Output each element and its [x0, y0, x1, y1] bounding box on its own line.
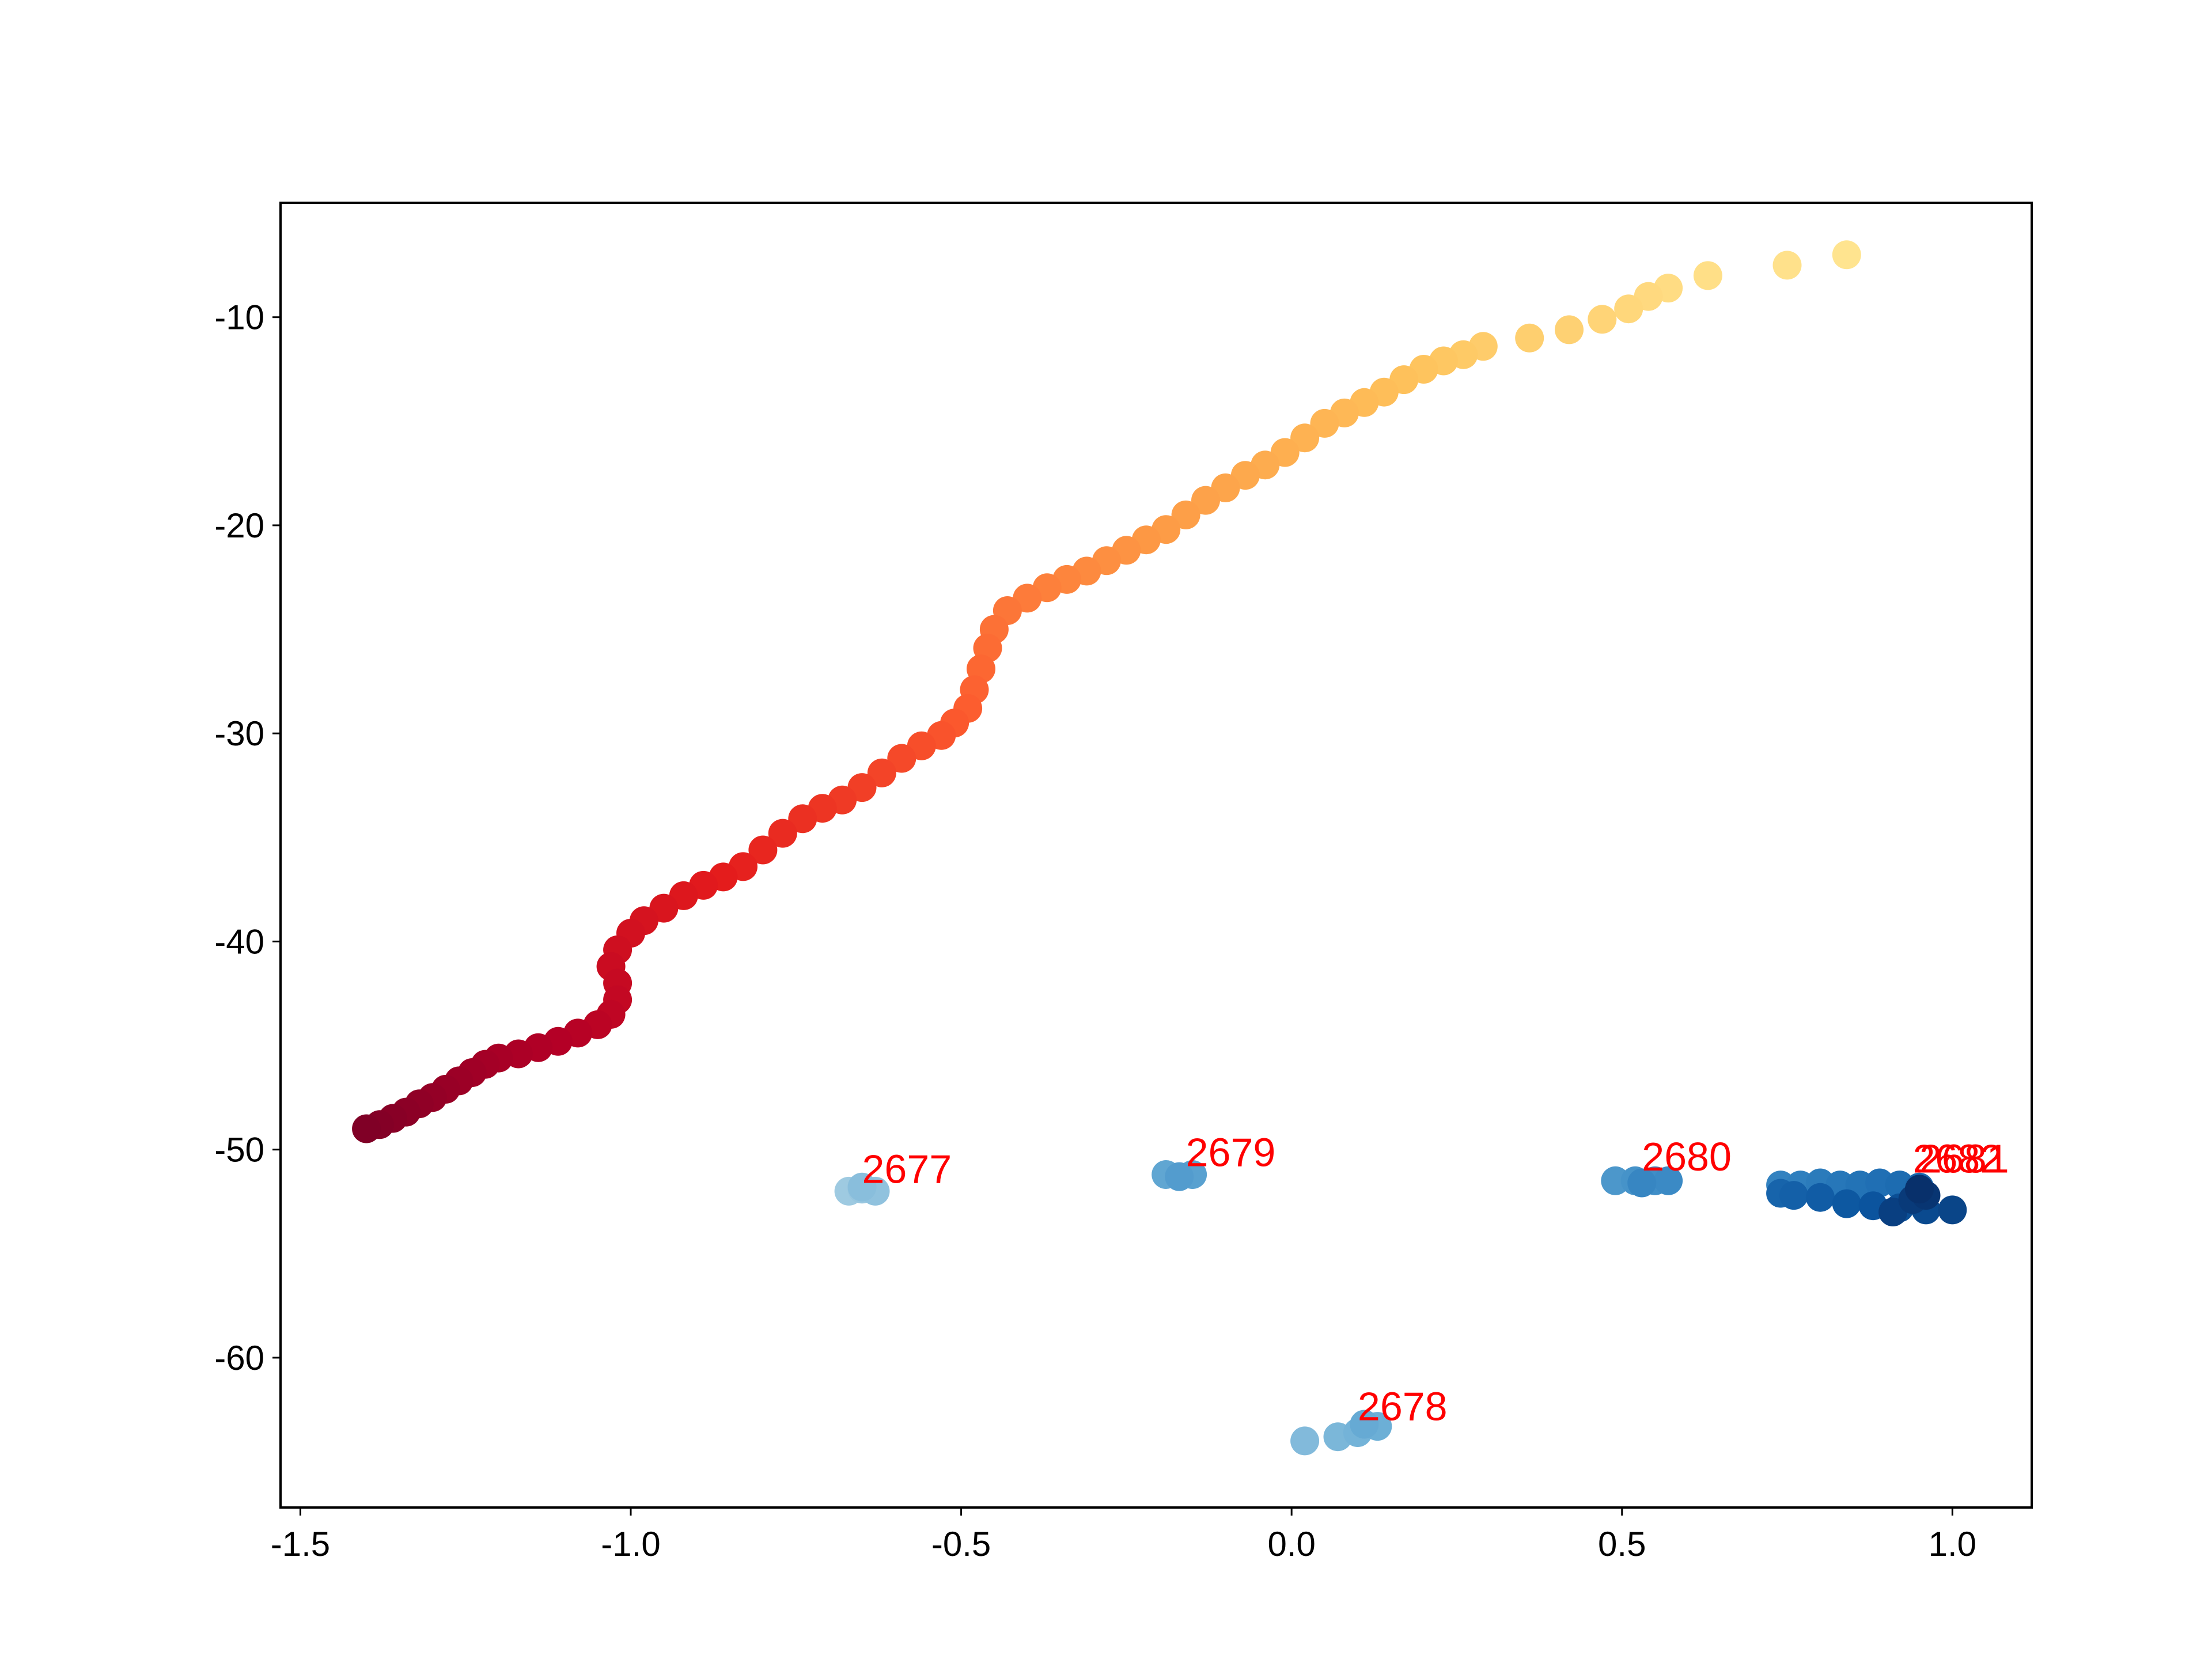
scatter-point [847, 1172, 877, 1202]
scatter-point [1832, 240, 1861, 270]
x-tick-label: 0.5 [1598, 1525, 1646, 1563]
scatter-point [1772, 251, 1802, 280]
scatter-point [1779, 1181, 1808, 1210]
x-tick-label: -1.0 [601, 1525, 660, 1563]
annotation-label: 2678 [1358, 1384, 1448, 1429]
scatter-point [1627, 1168, 1657, 1198]
y-axis: -60 -50 -40 -30 -20 -10 [214, 298, 281, 1377]
scatter-point [352, 1114, 381, 1143]
y-tick-label: -20 [214, 506, 264, 545]
scatter-point [867, 758, 896, 787]
annotation-label: 2677 [862, 1147, 952, 1192]
scatter-point [1832, 1189, 1861, 1218]
x-tick-label: 1.0 [1929, 1525, 1976, 1563]
y-tick-label: -30 [214, 714, 264, 753]
scatter-point [1555, 315, 1584, 344]
y-tick-label: -60 [214, 1339, 264, 1377]
scatter-point [1805, 1183, 1835, 1212]
x-tick-label: 0.0 [1267, 1525, 1315, 1563]
scatter-point [1191, 486, 1220, 515]
y-tick-label: -40 [214, 922, 264, 961]
scatter-point [1905, 1175, 1934, 1204]
scatter-point [1614, 294, 1643, 324]
y-tick-label: -50 [214, 1131, 264, 1169]
scatter-point [1165, 1162, 1194, 1191]
scatter-point [1290, 1426, 1320, 1456]
points-layer [352, 240, 1967, 1456]
annotation-label: 2681 [1919, 1136, 2009, 1181]
scatter-point [887, 744, 916, 773]
scatter-point [1350, 1410, 1379, 1439]
x-tick-label: -1.5 [271, 1525, 330, 1563]
scatter-point [1310, 408, 1339, 438]
scatter-point [788, 804, 817, 834]
scatter-point [748, 835, 778, 865]
scatter-point [1290, 423, 1320, 453]
annotation-label: 2680 [1642, 1134, 1732, 1179]
scatter-point [1654, 1166, 1683, 1195]
x-axis: -1.5 -1.0 -0.5 0.0 0.5 1.0 [271, 1508, 1976, 1563]
scatter-point [1588, 305, 1617, 334]
scatter-point [768, 819, 797, 848]
scatter-point [1171, 500, 1200, 529]
scatter-point [1515, 323, 1544, 353]
x-tick-label: -0.5 [931, 1525, 991, 1563]
annotation-label: 2679 [1186, 1130, 1276, 1175]
y-tick-label: -10 [214, 298, 264, 337]
scatter-point [1693, 261, 1722, 290]
annotation-label: 2682 [1913, 1136, 2003, 1181]
scatter-point [1601, 1166, 1630, 1195]
axes-frame [279, 202, 2033, 1509]
scatter-point [1938, 1195, 1967, 1225]
